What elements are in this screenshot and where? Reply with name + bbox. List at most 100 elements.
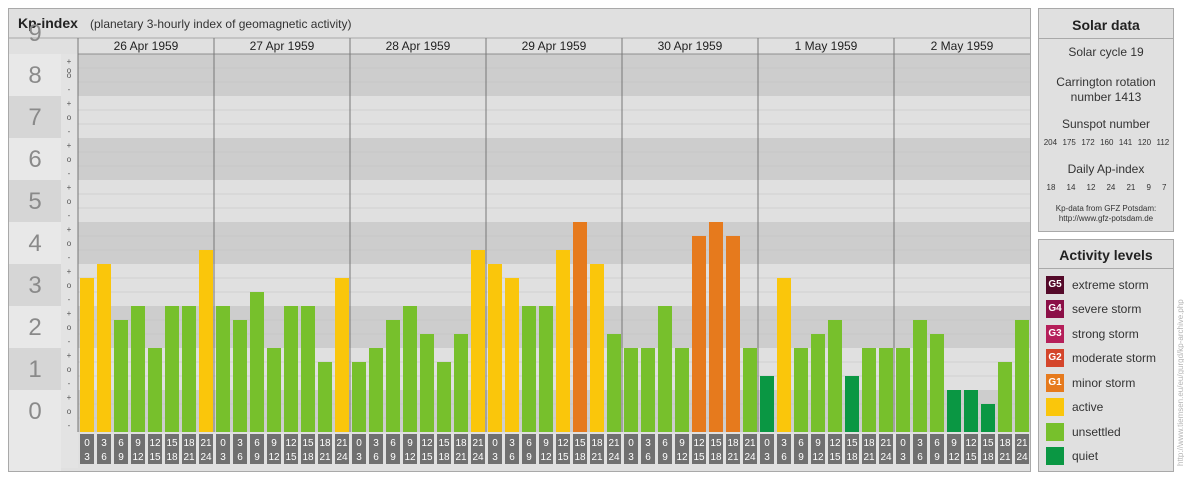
interval-end-label: 6 bbox=[509, 452, 515, 463]
interval-end-label: 21 bbox=[727, 452, 739, 463]
data-credit-link[interactable]: http://www.gfz-potsdam.de bbox=[1058, 214, 1154, 223]
interval-end-label: 12 bbox=[132, 452, 144, 463]
ap-value: 9 bbox=[1146, 183, 1151, 192]
interval-start-label: 9 bbox=[135, 438, 141, 449]
ap-label: Daily Ap-index bbox=[1067, 162, 1145, 176]
kp-bar bbox=[590, 264, 604, 432]
interval-end-label: 6 bbox=[373, 452, 379, 463]
sunspot-value: 175 bbox=[1062, 138, 1076, 147]
interval-start-label: 0 bbox=[492, 438, 498, 449]
interval-start-label: 21 bbox=[200, 438, 212, 449]
interval-end-label: 12 bbox=[404, 452, 416, 463]
kp-bar bbox=[539, 306, 553, 432]
interval-end-label: 15 bbox=[149, 452, 161, 463]
interval-end-label: 6 bbox=[101, 452, 107, 463]
interval-end-label: 9 bbox=[526, 452, 532, 463]
interval-end-label: 15 bbox=[965, 452, 977, 463]
sunspot-value: 204 bbox=[1043, 138, 1058, 147]
interval-start-label: 21 bbox=[336, 438, 348, 449]
day-label: 28 Apr 1959 bbox=[386, 39, 451, 53]
kp-bar bbox=[641, 348, 655, 432]
ap-value: 14 bbox=[1066, 183, 1076, 192]
day-label: 29 Apr 1959 bbox=[522, 39, 587, 53]
level-swatch bbox=[1046, 447, 1064, 465]
sunspot-label: Sunspot number bbox=[1061, 117, 1151, 131]
interval-label-box bbox=[386, 434, 400, 464]
interval-label-box bbox=[284, 434, 298, 464]
interval-end-label: 9 bbox=[118, 452, 124, 463]
carrington-number: number 1413 bbox=[1070, 90, 1142, 104]
interval-end-label: 3 bbox=[356, 452, 362, 463]
interval-end-label: 3 bbox=[764, 452, 770, 463]
interval-end-label: 6 bbox=[645, 452, 651, 463]
minor-tick-mark: o bbox=[67, 113, 72, 122]
kp-bar bbox=[505, 277, 519, 432]
interval-label-box bbox=[250, 434, 264, 464]
interval-end-label: 9 bbox=[390, 452, 396, 463]
kp-bar-chart: 0123456789-o+-o+-o+-o+-o+-o+-o+-o+-o+o26… bbox=[9, 20, 1030, 471]
kp-bar bbox=[148, 348, 162, 432]
interval-end-label: 24 bbox=[472, 452, 484, 463]
minor-tick-mark: o bbox=[67, 66, 72, 75]
interval-start-label: 0 bbox=[356, 438, 362, 449]
kp-bar bbox=[879, 348, 893, 432]
level-label: severe storm bbox=[1072, 302, 1142, 316]
interval-label-box bbox=[811, 434, 825, 464]
interval-start-label: 12 bbox=[285, 438, 297, 449]
plot-band bbox=[78, 54, 1030, 96]
interval-start-label: 18 bbox=[455, 438, 467, 449]
kp-bar bbox=[658, 306, 672, 432]
interval-label-box bbox=[199, 434, 213, 464]
kp-bar bbox=[692, 235, 706, 432]
interval-start-label: 15 bbox=[574, 438, 586, 449]
sunspot-value: 112 bbox=[1156, 138, 1170, 147]
interval-start-label: 9 bbox=[815, 438, 821, 449]
interval-end-label: 24 bbox=[880, 452, 892, 463]
chart-subtitle: (planetary 3-hourly index of geomagnetic… bbox=[90, 17, 352, 31]
level-swatch: G1 bbox=[1046, 374, 1064, 392]
sunspot-value: 120 bbox=[1137, 138, 1152, 147]
interval-label-box bbox=[420, 434, 434, 464]
day-label: 30 Apr 1959 bbox=[658, 39, 723, 53]
interval-start-label: 21 bbox=[608, 438, 620, 449]
y-tick-label: 7 bbox=[28, 104, 41, 131]
minor-tick-mark: - bbox=[68, 85, 71, 94]
y-tick-label: 0 bbox=[28, 398, 41, 425]
level-swatch: G5 bbox=[1046, 276, 1064, 294]
interval-start-label: 9 bbox=[271, 438, 277, 449]
kp-bar bbox=[369, 348, 383, 432]
interval-end-label: 21 bbox=[183, 452, 195, 463]
interval-start-label: 3 bbox=[237, 438, 243, 449]
kp-bar bbox=[250, 292, 264, 432]
interval-label-box bbox=[267, 434, 281, 464]
interval-label-box bbox=[981, 434, 995, 464]
interval-label-box bbox=[369, 434, 383, 464]
interval-start-label: 9 bbox=[543, 438, 549, 449]
kp-bar bbox=[777, 277, 791, 432]
kp-bar bbox=[913, 319, 927, 432]
minor-tick-column bbox=[61, 54, 78, 468]
interval-end-label: 24 bbox=[200, 452, 212, 463]
interval-start-label: 12 bbox=[965, 438, 977, 449]
interval-label-box bbox=[964, 434, 978, 464]
interval-label-box bbox=[658, 434, 672, 464]
kp-bar bbox=[352, 361, 366, 432]
interval-end-label: 6 bbox=[781, 452, 787, 463]
kp-bar bbox=[862, 348, 876, 432]
kp-bar bbox=[386, 319, 400, 432]
kp-bar bbox=[131, 306, 145, 432]
kp-bar bbox=[301, 306, 315, 432]
kp-chart-panel: Kp-index (planetary 3-hourly index of ge… bbox=[8, 8, 1031, 472]
interval-end-label: 6 bbox=[237, 452, 243, 463]
interval-label-box bbox=[947, 434, 961, 464]
interval-end-label: 18 bbox=[302, 452, 314, 463]
interval-start-label: 6 bbox=[390, 438, 396, 449]
level-label: extreme storm bbox=[1072, 278, 1149, 292]
kp-bar bbox=[1015, 319, 1029, 432]
interval-end-label: 3 bbox=[628, 452, 634, 463]
interval-start-label: 21 bbox=[880, 438, 892, 449]
interval-start-label: 15 bbox=[302, 438, 314, 449]
interval-end-label: 12 bbox=[676, 452, 688, 463]
y-tick-label: 2 bbox=[28, 314, 41, 341]
kp-bar bbox=[811, 334, 825, 432]
